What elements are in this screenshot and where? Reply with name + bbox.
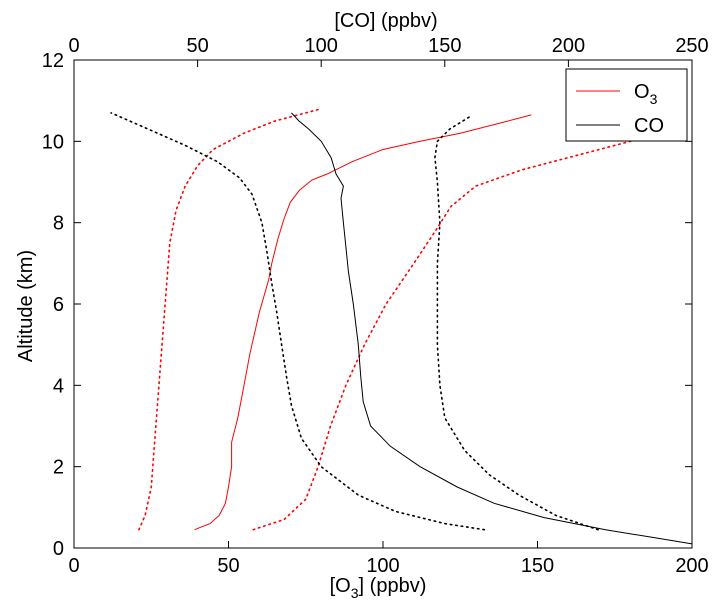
y-tick-label: 6 [53,294,64,316]
x-tick-label-bottom: 200 [675,555,708,577]
ticks-layer: 0 50 100 150 200 0 50 100 150 200 250 0 2 4 6 8 10 12 [42,35,709,577]
x-tick-label-bottom: 100 [366,555,399,577]
x-tick-label-top: 150 [428,35,461,57]
legend-label-o3: O3 [634,81,658,107]
x-tick-label-top: 100 [305,35,338,57]
series-line-co [291,112,693,545]
legend-box [565,68,688,142]
y-tick-label: 2 [53,457,64,479]
x-tick-label-top: 200 [552,35,585,57]
y-tick-label: 8 [53,213,64,235]
series-layer [110,108,693,545]
x-tick-label-bottom: 150 [521,555,554,577]
x-tick-label-bottom: 50 [217,555,239,577]
series-line-o3 [194,114,532,531]
y-axis-label: Altitude (km) [15,250,37,362]
series-line-o3-upper-bound [252,132,662,531]
series-line-co-upper-bound [434,116,599,531]
legend: O3 CO [565,68,688,142]
x-axis-label-top: [CO] (ppbv) [334,10,437,32]
y-tick-label: 0 [53,538,64,560]
x-tick-label-top: 50 [186,35,208,57]
x-tick-label-top: 0 [68,35,79,57]
x-tick-label-bottom: 0 [68,555,79,577]
legend-label-co: CO [634,115,664,137]
x-tick-label-top: 250 [675,35,708,57]
series-line-o3-lower-bound [138,108,323,531]
y-tick-label: 4 [53,375,64,397]
y-tick-label: 10 [42,131,64,153]
series-line-co-lower-bound [110,112,486,531]
y-tick-label: 12 [42,50,64,72]
x-axis-label-bottom: [O3] (ppbv) [330,575,427,601]
